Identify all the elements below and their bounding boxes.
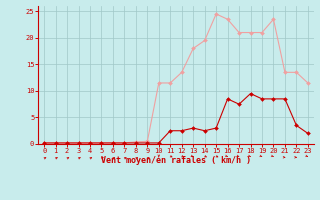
X-axis label: Vent moyen/en rafales ( km/h ): Vent moyen/en rafales ( km/h ) xyxy=(101,156,251,165)
